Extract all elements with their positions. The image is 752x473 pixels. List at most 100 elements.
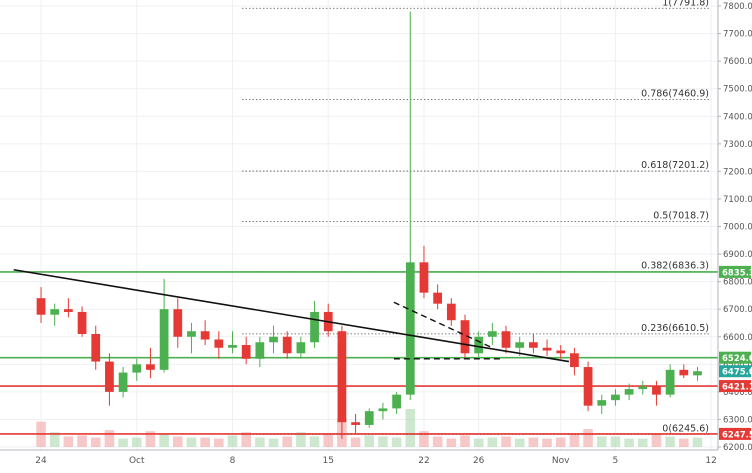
volume-bar [309,436,320,447]
candle-body [515,342,525,348]
volume-bar [665,436,675,447]
volume-bar [501,436,511,447]
volume-bar [378,436,388,447]
candle-body [64,309,73,312]
volume-bar [90,437,101,447]
fib-level-label: 0.382(6836.3) [641,261,709,272]
fib-level-label: 0.618(7201.2) [641,160,709,171]
volume-bar [63,436,74,447]
candle-body [679,369,689,376]
volume-bar [542,438,552,447]
candle-body [187,331,196,337]
candle-body [105,361,114,392]
y-tick-label: 7800.0 [723,2,752,12]
y-tick-label: 7000.0 [723,223,752,233]
x-tick-label: 24 [35,456,47,466]
volume-bar [419,431,429,447]
candle-body [351,422,360,425]
fib-level-label: 0.236(6610.5) [641,323,709,334]
volume-bar [514,438,525,447]
volume-bar [651,433,662,447]
candle-body [214,339,224,348]
y-axis: 6200.06300.06400.06500.06600.06700.06800… [717,0,752,469]
y-tick-label: 7700.0 [723,30,752,40]
candle-body [419,262,429,293]
volume-bar [583,429,593,447]
y-tick-label: 7100.0 [723,195,752,205]
volume-bar [214,438,224,447]
y-tick-label: 7600.0 [723,57,752,67]
candle-body [173,309,183,337]
price-badge [719,380,751,393]
y-tick-label: 6900.0 [723,250,752,260]
candle-body [501,331,511,348]
candles [36,11,702,439]
volume-bar [77,435,87,447]
volume-bar [159,433,169,447]
y-tick-label: 6200.0 [723,443,752,453]
price-badge-label: 6247.5 [722,430,752,440]
x-tick-label: 26 [473,456,485,466]
volume-bar [49,432,60,447]
x-tick-label: Oct [129,456,145,466]
candle-body [337,331,347,423]
volume-bar [268,438,279,447]
candle-body [446,303,456,321]
volume-bar [610,436,621,447]
candle-body [364,411,374,425]
volume-bar [391,437,402,447]
volume-bar [241,432,251,447]
volume-bar [104,430,115,447]
candle-body [228,345,237,348]
candle-body [310,311,319,343]
candle-body [296,342,306,354]
descending-trendline [13,268,570,363]
y-tick-label: 6700.0 [723,305,752,315]
candle-body [269,336,278,343]
volume-bar [405,409,416,447]
candle-body [282,336,292,354]
grid-lines [0,0,718,450]
x-tick-label: 12 [705,456,716,466]
candle-body [652,386,661,395]
volume-bar [131,437,142,447]
volume-bar [255,437,265,447]
candle-body [528,342,538,348]
y-tick-label: 7300.0 [723,140,752,150]
volume-bar [446,438,457,447]
candle-body [255,342,265,359]
volume-bar [569,434,580,447]
candle-body [36,298,46,315]
y-tick-label: 7200.0 [723,167,752,177]
volume-bar [487,437,498,447]
candle-body [693,371,702,376]
fib-level-label: 0.5(7018.7) [653,210,709,221]
candle-body [378,408,388,412]
candle-body [638,386,648,390]
volume-bar [460,435,470,447]
price-badge-label: 6835.3 [722,268,752,278]
volume-bar [186,437,197,447]
candle-body [542,347,552,351]
volume-bar [323,433,334,447]
volume-bar [596,436,607,447]
candle-body [132,364,142,373]
fib-level-label: 0(6245.6) [662,423,709,434]
volume-bar [473,438,484,447]
triangle-upper-line [393,301,493,349]
candle-body [77,311,87,334]
volume-bar [432,436,443,447]
y-tick-label: 6800.0 [723,278,752,288]
price-badge [719,265,751,278]
y-axis-background [718,0,752,469]
price-badge [719,427,751,440]
fib-level-label: 1(7791.8) [662,0,709,8]
candle-body [159,309,169,370]
volume-bar [679,438,689,447]
price-badge-label: 6524.0 [722,354,752,364]
price-badge-label: 6421.1 [722,383,752,393]
volume-bar [200,437,210,447]
plot-area: 1(7791.8) 0.786(7460.9) 0.618(7201.2) 0.5(7… [0,0,718,447]
y-tick-label: 6300.0 [723,415,752,425]
